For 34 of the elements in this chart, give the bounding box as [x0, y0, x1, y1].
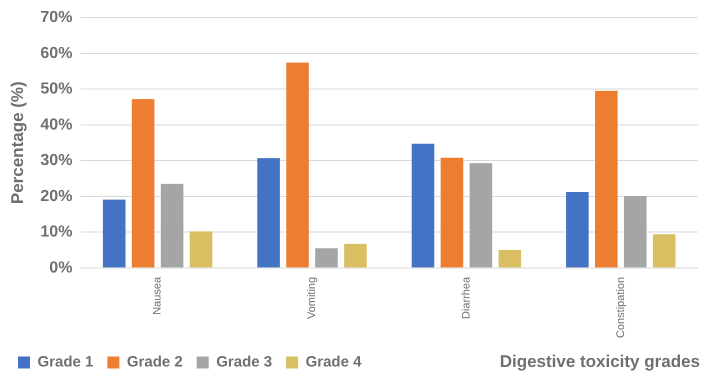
legend-label: Grade 1	[38, 354, 94, 371]
y-tick-label: 20%	[40, 188, 72, 205]
bar	[566, 192, 589, 268]
bar	[102, 200, 126, 268]
y-axis-title: Percentage (%)	[8, 81, 27, 204]
bar	[595, 90, 618, 268]
legend-label: Grade 2	[126, 354, 183, 371]
bar	[470, 163, 492, 268]
bar	[440, 158, 464, 268]
x-tick-label: Nausea	[152, 276, 164, 315]
y-tick-label: 50%	[40, 80, 72, 98]
bar	[286, 62, 309, 268]
y-tick-label: 30%	[40, 152, 72, 170]
x-tick-label: Diarrhea	[460, 276, 472, 320]
y-tick-label: 10%	[40, 224, 72, 241]
y-tick-label: 40%	[40, 116, 72, 134]
bar	[344, 244, 367, 268]
bar	[652, 234, 676, 268]
bar	[315, 248, 338, 268]
bar	[624, 196, 647, 268]
y-tick-label: 70%	[40, 9, 72, 26]
bar	[132, 99, 154, 268]
x-tick-label: Constipation	[614, 276, 627, 338]
legend-label: Grade 3	[216, 354, 272, 371]
bar	[190, 231, 212, 268]
y-tick-label: 0%	[49, 259, 72, 276]
x-axis-title: Digestive toxicity grades	[500, 352, 700, 372]
bar	[257, 158, 280, 268]
legend-label: Grade 4	[306, 354, 362, 371]
bar	[412, 144, 434, 268]
y-tick-label: 60%	[40, 44, 72, 62]
bar	[160, 184, 184, 268]
x-tick-label: Vomiting	[306, 276, 318, 320]
bar	[498, 250, 522, 268]
